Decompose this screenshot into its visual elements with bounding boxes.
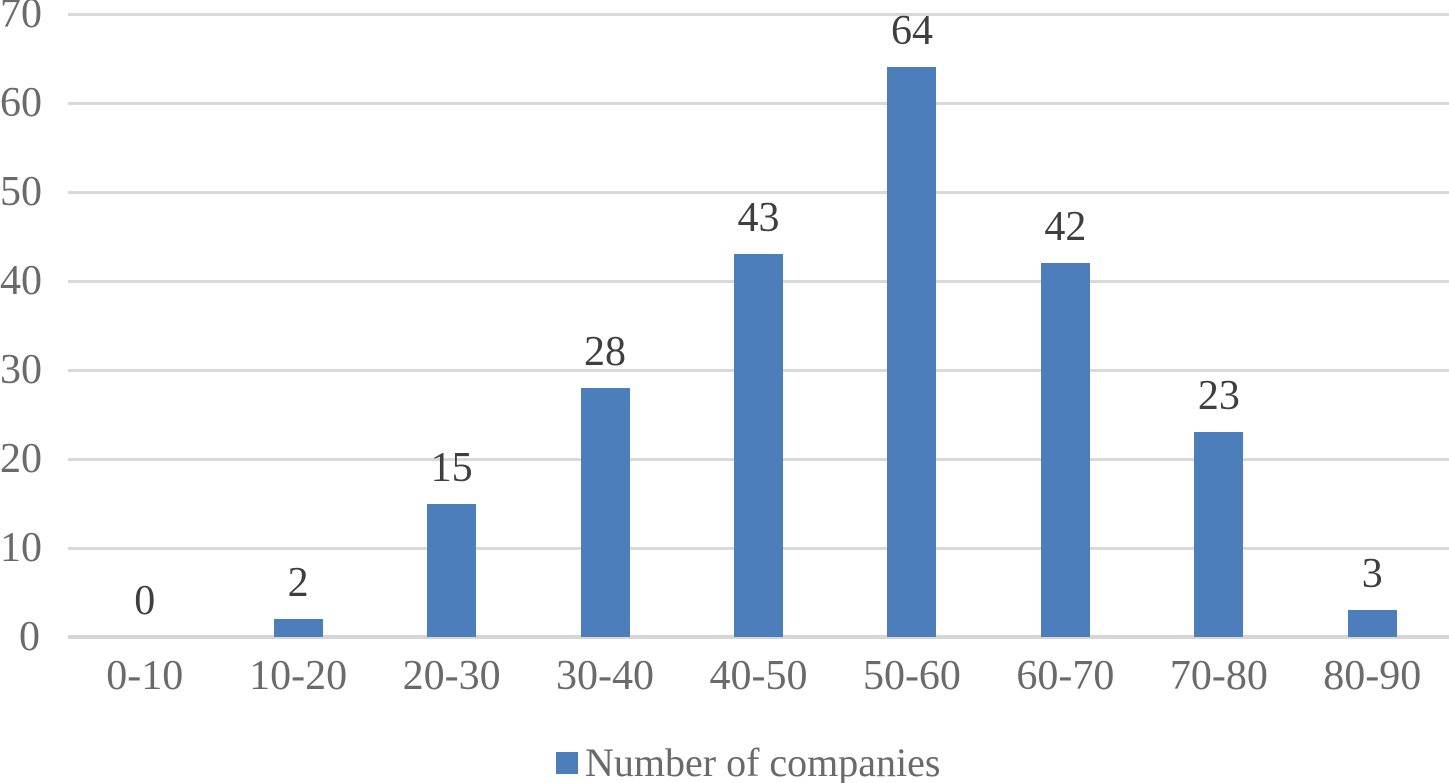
y-axis: 0 10 20 30 40 50 60 70 xyxy=(0,0,42,659)
data-label-50-60: 64 xyxy=(890,8,933,55)
y-tick-label: 10 xyxy=(0,525,42,571)
bar-80-90 xyxy=(1347,610,1397,637)
legend-label: Number of companies xyxy=(585,740,941,783)
y-tick-label: 60 xyxy=(0,80,42,126)
x-tick-label-50-60: 50-60 xyxy=(862,653,961,699)
bar-60-70 xyxy=(1040,263,1090,637)
x-axis: 0-10 10-20 20-30 30-40 40-50 50-60 60-70 70-80 8… xyxy=(0,652,1449,704)
bar-70-80 xyxy=(1194,432,1244,637)
data-label-60-70: 42 xyxy=(1044,204,1087,251)
bar-50-60 xyxy=(887,67,937,637)
x-axis-line xyxy=(68,635,1449,639)
y-tick-label: 40 xyxy=(0,258,42,304)
y-tick-label: 70 xyxy=(0,0,42,37)
x-tick-label-10-20: 10-20 xyxy=(249,653,348,699)
legend-swatch-icon xyxy=(556,752,578,774)
data-label-70-80: 23 xyxy=(1197,373,1240,420)
x-tick-label-80-90: 80-90 xyxy=(1323,653,1422,699)
x-tick-label-30-40: 30-40 xyxy=(556,653,655,699)
data-label-40-50: 43 xyxy=(737,195,780,242)
bar-30-40 xyxy=(580,387,630,637)
x-tick-label-20-30: 20-30 xyxy=(402,653,501,699)
plot-area: 0 2 15 28 43 64 42 23 3 xyxy=(68,9,1449,639)
data-label-80-90: 3 xyxy=(1361,551,1383,598)
data-label-30-40: 28 xyxy=(584,328,627,375)
bar-40-50 xyxy=(734,254,783,637)
y-tick-label: 50 xyxy=(0,169,42,215)
data-label-10-20: 2 xyxy=(287,560,309,607)
y-tick-label: 0 xyxy=(19,614,40,660)
data-label-20-30: 15 xyxy=(430,444,473,491)
x-tick-label-60-70: 60-70 xyxy=(1016,653,1115,699)
x-tick-label-70-80: 70-80 xyxy=(1169,653,1268,699)
x-tick-label-0-10: 0-10 xyxy=(106,653,184,699)
y-tick-label: 30 xyxy=(0,347,42,393)
gridline-y70 xyxy=(68,12,1449,16)
legend: Number of companies xyxy=(556,741,940,783)
gridline-y50 xyxy=(68,190,1449,194)
y-tick-label: 20 xyxy=(0,436,42,482)
gridline-y60 xyxy=(68,101,1449,105)
bar-10-20 xyxy=(273,619,323,637)
x-tick-label-40-50: 40-50 xyxy=(709,653,808,699)
bar-20-30 xyxy=(427,503,477,637)
data-label-0-10: 0 xyxy=(134,578,156,624)
